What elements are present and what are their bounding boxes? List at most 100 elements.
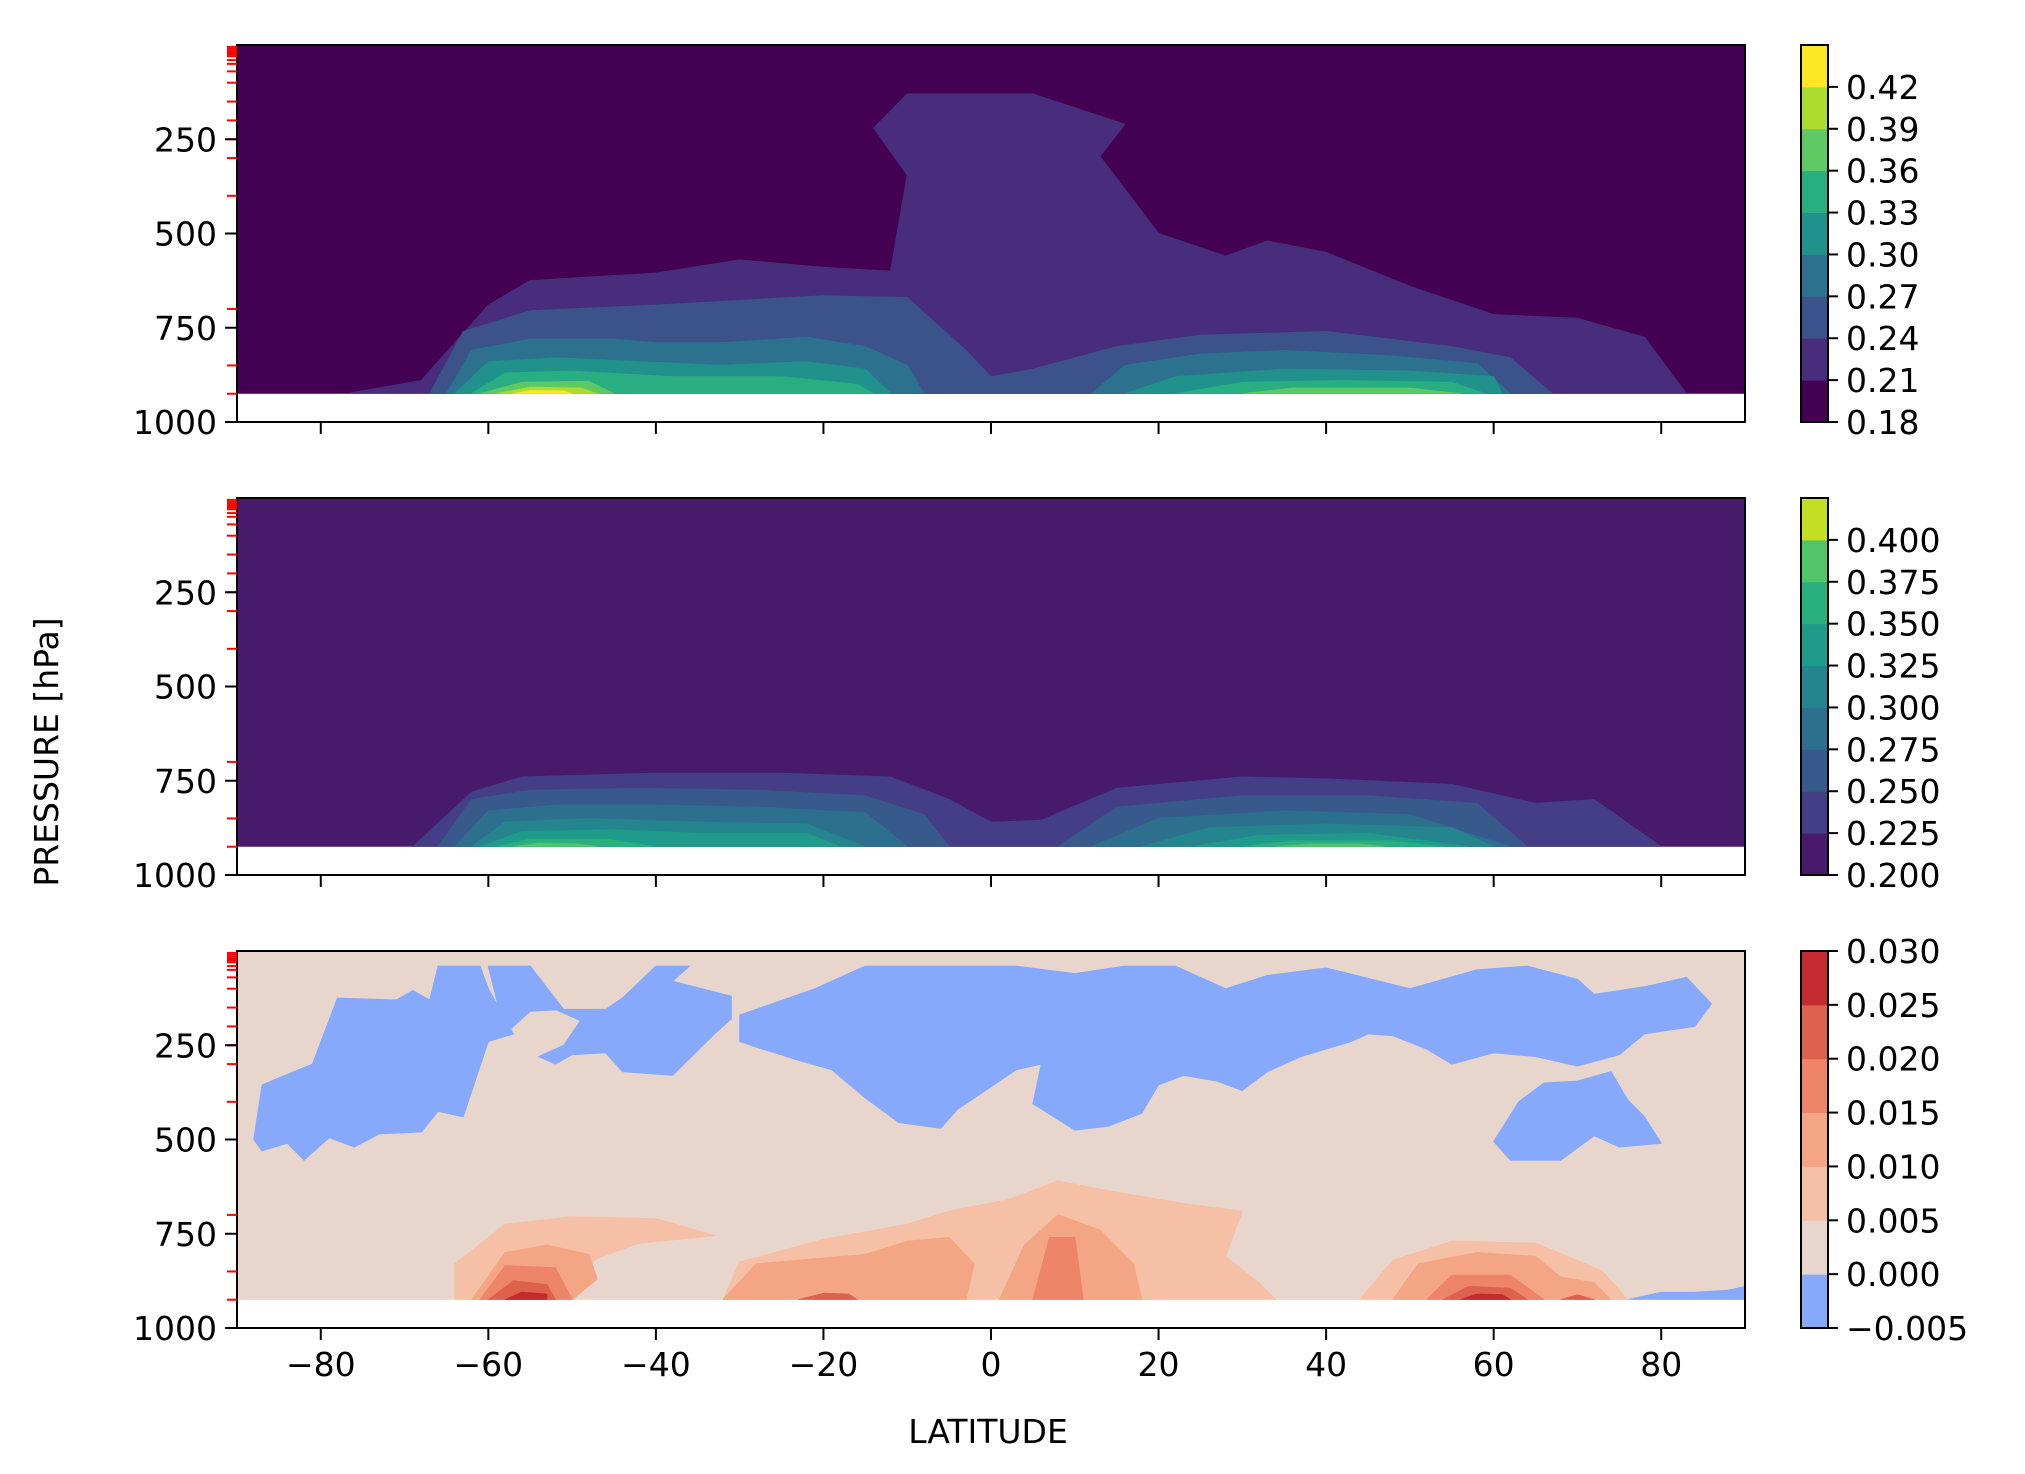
colorbar-label: −0.005: [1846, 1309, 1968, 1348]
colorbar-frame: [1800, 497, 1829, 876]
colorbar-swatch: [1801, 1220, 1828, 1275]
contour-region: [1032, 1237, 1084, 1300]
colorbar-swatch: [1801, 296, 1828, 339]
colorbar-label: 0.020: [1846, 1040, 1940, 1079]
colorbar-swatch: [1801, 45, 1828, 88]
colorbar-swatch: [1801, 1058, 1828, 1114]
colorbar-label: 0.24: [1846, 319, 1919, 358]
y-tick-label: 1000: [133, 1309, 217, 1348]
colorbar-label: 0.000: [1846, 1255, 1940, 1294]
colorbar-label: 0.30: [1846, 235, 1919, 274]
colorbar-label: 0.33: [1846, 194, 1919, 233]
x-tick-label: −80: [286, 1345, 356, 1384]
colorbar-label: 0.275: [1846, 730, 1940, 769]
x-tick-label: 80: [1640, 1345, 1682, 1384]
y-tick-label: 250: [154, 120, 217, 159]
colorbar-swatch: [1801, 1166, 1828, 1221]
x-tick-label: 0: [981, 1345, 1002, 1384]
colorbar-swatch: [1801, 1274, 1828, 1329]
colorbar-label: 0.27: [1846, 277, 1919, 316]
y-tick-label: 750: [154, 762, 217, 801]
y-tick-label: 750: [154, 309, 217, 348]
colorbar-swatch: [1801, 254, 1828, 297]
colorbar-label: 0.025: [1846, 986, 1940, 1025]
colorbar-swatch: [1801, 86, 1828, 130]
y-tick-label: 250: [154, 1026, 217, 1065]
colorbar-label: 0.42: [1846, 68, 1919, 107]
contour-region: [722, 1237, 975, 1300]
contour-region: [513, 842, 598, 847]
colorbar-frame: [1800, 44, 1829, 423]
y-tick-label: 1000: [133, 403, 217, 442]
colorbar-swatch: [1801, 338, 1828, 381]
colorbar-swatch: [1801, 1112, 1828, 1167]
y-tick-label: 500: [154, 215, 217, 254]
colorbar-swatch: [1801, 380, 1828, 423]
colorbar: 0.2000.2250.2500.2750.3000.3250.3500.375…: [1800, 497, 1940, 895]
colorbar-swatch: [1801, 581, 1828, 625]
colorbar-label: 0.39: [1846, 110, 1919, 149]
colorbar-swatch: [1801, 498, 1828, 541]
contour-region: [739, 965, 1712, 1131]
colorbar-swatch: [1801, 212, 1828, 255]
colorbar-swatch: [1801, 623, 1828, 667]
x-tick-label: 40: [1305, 1345, 1347, 1384]
colorbar-swatch: [1801, 665, 1828, 708]
colorbar-swatch: [1801, 1004, 1828, 1060]
colorbar-swatch: [1801, 951, 1828, 1006]
colorbar-label: 0.005: [1846, 1201, 1940, 1240]
contour-region: [1493, 1071, 1662, 1161]
contour-region: [253, 965, 514, 1161]
contour-region: [504, 1291, 548, 1300]
contour-region: [1560, 1294, 1595, 1300]
colorbar-swatch: [1801, 128, 1828, 172]
colorbar-label: 0.300: [1846, 688, 1940, 727]
contour-field: [237, 951, 1745, 1300]
y-tick-label: 1000: [133, 856, 217, 895]
contour-region: [513, 390, 573, 394]
colorbar-swatch: [1801, 539, 1828, 583]
x-tick-label: 20: [1138, 1345, 1180, 1384]
contour-field: [237, 45, 1745, 394]
colorbar-label: 0.375: [1846, 563, 1940, 602]
contour-region: [1627, 1286, 1745, 1300]
colorbar-label: 0.36: [1846, 152, 1919, 191]
y-tick-label: 500: [154, 1121, 217, 1160]
colorbar-swatch: [1801, 791, 1828, 834]
contour-region: [538, 965, 732, 1076]
y-tick-label: 500: [154, 668, 217, 707]
colorbar-swatch: [1801, 749, 1828, 792]
contour-region: [1459, 1293, 1511, 1300]
colorbar-label: 0.18: [1846, 403, 1919, 442]
colorbar-swatch: [1801, 170, 1828, 214]
colorbar-label: 0.030: [1846, 932, 1940, 971]
colorbar-frame: [1800, 950, 1829, 1329]
y-axis-title: PRESSURE [hPa]: [27, 617, 66, 886]
colorbar-label: 0.350: [1846, 605, 1940, 644]
colorbar-swatch: [1801, 833, 1828, 876]
colorbar-label: 0.400: [1846, 521, 1940, 560]
x-axis-title: LATITUDE: [908, 1412, 1068, 1451]
colorbar: 0.180.210.240.270.300.330.360.390.42: [1800, 44, 1919, 442]
colorbar: −0.005 0.000 0.005 0.010 0.015 0.020 0.025 0.03…: [1800, 932, 1968, 1348]
x-tick-label: −20: [789, 1345, 859, 1384]
x-tick-label: −40: [621, 1345, 691, 1384]
contour-field: [237, 498, 1745, 847]
y-tick-label: 250: [154, 573, 217, 612]
colorbar-label: 0.225: [1846, 814, 1940, 853]
colorbar-label: 0.015: [1846, 1094, 1940, 1133]
y-tick-label: 750: [154, 1215, 217, 1254]
panel-bottom: 250 500 750 1000 −80 −60 −40 −20 0 20 40 60 80 −0.005…: [133, 932, 1968, 1384]
contour-region: [1275, 843, 1386, 847]
contour-region: [1241, 387, 1461, 394]
colorbar-label: 0.250: [1846, 772, 1940, 811]
colorbar-label: 0.21: [1846, 361, 1919, 400]
colorbar-label: 0.200: [1846, 856, 1940, 895]
x-tick-label: −60: [454, 1345, 524, 1384]
colorbar-label: 0.325: [1846, 647, 1940, 686]
contour-region: [797, 1292, 858, 1300]
contour-region: [487, 965, 565, 1035]
